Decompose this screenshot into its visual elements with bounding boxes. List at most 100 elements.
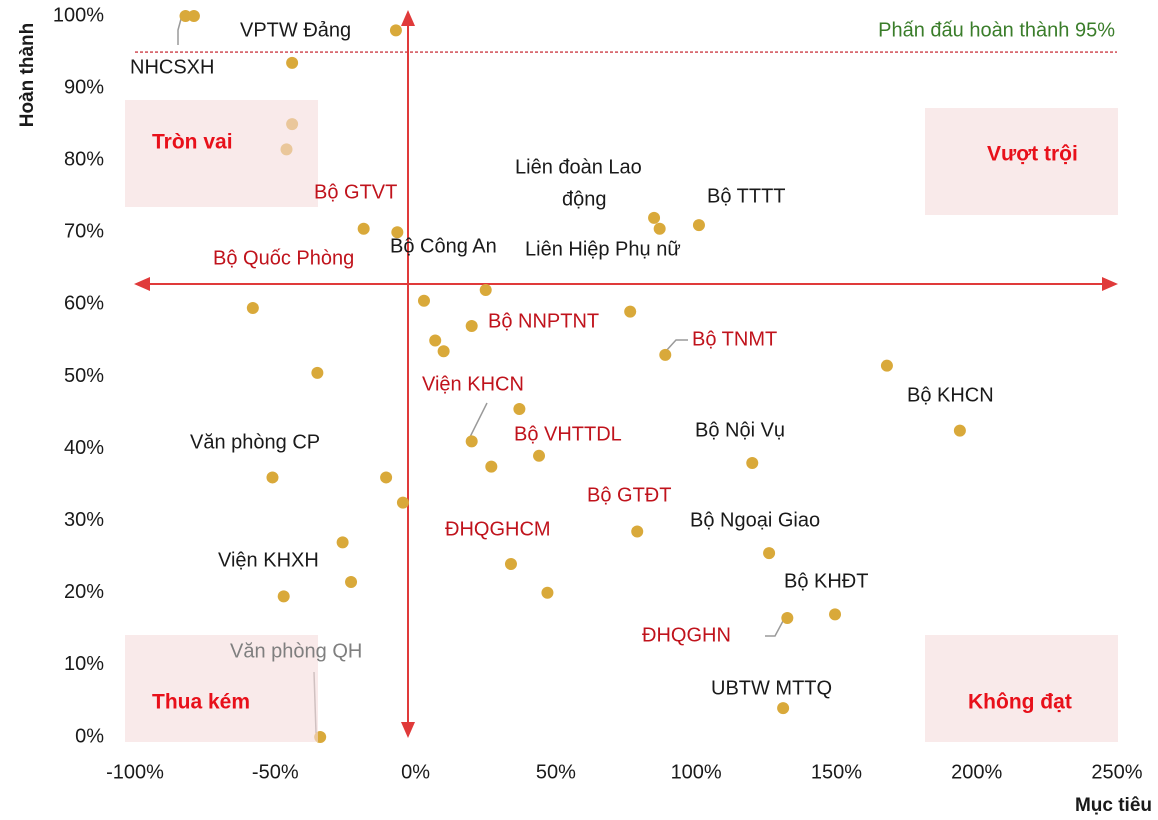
point bbox=[880, 359, 893, 372]
point bbox=[396, 496, 409, 509]
annotation: Bộ Ngoại Giao bbox=[690, 509, 820, 531]
point bbox=[692, 219, 705, 232]
point bbox=[513, 402, 526, 415]
point bbox=[336, 536, 349, 549]
point bbox=[777, 702, 790, 715]
point bbox=[533, 449, 546, 462]
annotation: Bộ TTTT bbox=[707, 185, 786, 207]
point bbox=[246, 302, 259, 315]
annotation: Văn phòng QH bbox=[230, 640, 362, 662]
point bbox=[504, 557, 517, 570]
point bbox=[357, 222, 370, 235]
point bbox=[763, 547, 776, 560]
point bbox=[311, 366, 324, 379]
quadrant-label: Thua kém bbox=[152, 691, 250, 714]
x-tick-label: 150% bbox=[811, 761, 862, 783]
point bbox=[380, 471, 393, 484]
annotation: NHCSXH bbox=[130, 56, 214, 78]
x-tick-label: 0% bbox=[401, 761, 430, 783]
point bbox=[417, 294, 430, 307]
annotation: UBTW MTTQ bbox=[711, 677, 832, 699]
annotation: Bộ TNMT bbox=[692, 328, 777, 350]
leader-line bbox=[177, 18, 182, 45]
annotation: Bộ GTĐT bbox=[587, 484, 671, 506]
point bbox=[653, 222, 666, 235]
point bbox=[648, 211, 661, 224]
annotation: Viện KHXH bbox=[218, 549, 319, 571]
quadrant-label: Tròn vai bbox=[152, 131, 233, 154]
point bbox=[179, 10, 192, 22]
point bbox=[187, 10, 200, 22]
y-tick-label: 60% bbox=[64, 293, 104, 315]
annotation: Liên đoàn Lao bbox=[515, 156, 642, 178]
y-tick-label: 10% bbox=[64, 653, 104, 675]
point bbox=[345, 575, 358, 588]
point bbox=[479, 283, 492, 296]
point bbox=[624, 305, 637, 318]
annotation: Bộ Công An bbox=[390, 235, 497, 257]
v-arrowhead bbox=[401, 10, 415, 26]
point bbox=[465, 435, 478, 448]
y-tick-label: 80% bbox=[64, 148, 104, 170]
point bbox=[391, 226, 404, 239]
quadrant-box bbox=[125, 100, 318, 207]
annotation: Bộ KHĐT bbox=[784, 570, 868, 592]
point bbox=[465, 320, 478, 333]
point bbox=[389, 24, 402, 37]
annotation: Bộ NNPTNT bbox=[488, 310, 599, 332]
annotation: Bộ VHTTDL bbox=[514, 423, 622, 445]
annotation: Bộ Nội Vụ bbox=[695, 419, 785, 441]
point bbox=[781, 612, 794, 625]
y-tick-label: 50% bbox=[64, 365, 104, 387]
leader-line bbox=[665, 339, 688, 352]
y-tick-label: 70% bbox=[64, 221, 104, 243]
quadrant-label: Không đạt bbox=[968, 691, 1072, 714]
y-tick-label: 90% bbox=[64, 76, 104, 98]
annotation: Bộ GTVT bbox=[314, 181, 397, 203]
x-tick-label: 50% bbox=[536, 761, 576, 783]
annotation: Viện KHCN bbox=[422, 373, 524, 395]
x-axis-title: Mục tiêu bbox=[1075, 795, 1152, 816]
y-tick-label: 100% bbox=[53, 4, 104, 26]
point bbox=[429, 334, 442, 347]
annotation: Liên Hiệp Phụ nữ bbox=[525, 238, 681, 260]
annotation: động bbox=[562, 188, 607, 210]
point bbox=[953, 424, 966, 437]
quadrant-box bbox=[925, 108, 1118, 215]
y-tick-label: 0% bbox=[75, 725, 104, 747]
point bbox=[631, 525, 644, 538]
point bbox=[746, 457, 759, 470]
point bbox=[266, 471, 279, 484]
y-tick-label: 20% bbox=[64, 581, 104, 603]
leader-line bbox=[469, 402, 488, 438]
x-tick-label: 100% bbox=[671, 761, 722, 783]
quadrant-box bbox=[125, 635, 318, 742]
x-tick-label: -100% bbox=[106, 761, 164, 783]
quadrant-label: Vượt trội bbox=[987, 143, 1078, 166]
quadrant-box bbox=[925, 635, 1118, 742]
target-label: Phấn đấu hoàn thành 95% bbox=[878, 19, 1115, 41]
leader-line bbox=[765, 620, 784, 637]
y-tick-label: 40% bbox=[64, 437, 104, 459]
y-tick-label: 30% bbox=[64, 509, 104, 531]
annotation: Bộ Quốc Phòng bbox=[213, 247, 354, 269]
x-tick-label: 200% bbox=[951, 761, 1002, 783]
point bbox=[437, 345, 450, 358]
point bbox=[485, 460, 498, 473]
point bbox=[541, 586, 554, 599]
annotation: VPTW Đảng bbox=[240, 19, 351, 41]
annotation: Bộ KHCN bbox=[907, 384, 994, 406]
x-tick-label: -50% bbox=[252, 761, 299, 783]
point bbox=[659, 348, 672, 361]
point bbox=[277, 590, 290, 603]
point bbox=[286, 56, 299, 69]
h-arrowhead bbox=[1102, 277, 1118, 291]
x-tick-label: 250% bbox=[1091, 761, 1142, 783]
point bbox=[829, 608, 842, 621]
annotation: ĐHQGHN bbox=[642, 624, 731, 646]
h-arrowhead bbox=[134, 277, 150, 291]
v-arrowhead bbox=[401, 722, 415, 738]
y-axis-title: Hoàn thành bbox=[17, 23, 38, 128]
annotation: ĐHQGHCM bbox=[445, 518, 551, 540]
